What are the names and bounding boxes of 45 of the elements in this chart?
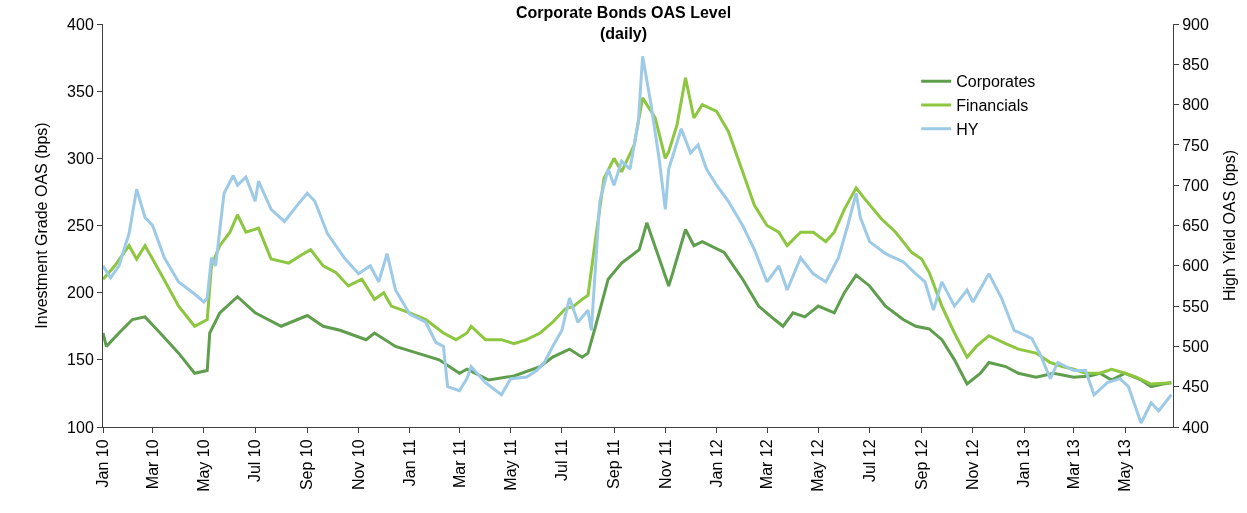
x-tick-label: Mar 11 (450, 439, 468, 489)
y2-tick-label: 700 (1182, 176, 1209, 194)
x-tick-label: May 11 (501, 439, 519, 491)
y-tick-label: 150 (67, 351, 94, 369)
x-tick-label: Sep 10 (298, 439, 316, 491)
x-tick-label: May 12 (809, 439, 827, 492)
x-tick-label: Jan 10 (94, 439, 112, 488)
x-tick-label: Mar 13 (1065, 439, 1083, 490)
x-tick-label: Sep 12 (912, 439, 930, 491)
x-tick-label: Mar 12 (758, 439, 776, 490)
x-tick-label: Jan 11 (400, 439, 418, 487)
y-tick-label: 400 (67, 15, 94, 33)
legend-label: HY (956, 121, 979, 139)
x-tick-label: Mar 10 (143, 439, 161, 490)
x-tick-label: Nov 12 (964, 439, 982, 491)
chart-title: Corporate Bonds OAS Level (daily) (515, 3, 732, 42)
x-tick-label: Jul 12 (860, 439, 878, 483)
x-tick-label: Jul 10 (246, 439, 264, 483)
x-tick-label: Nov 10 (349, 439, 367, 491)
y2-tick-label: 600 (1182, 257, 1209, 275)
legend-label: Corporates (956, 73, 1036, 91)
legend-label: Financials (956, 97, 1029, 115)
y-tick-label: 200 (67, 284, 94, 302)
x-tick-label: May 13 (1116, 439, 1134, 492)
y2-tick-label: 400 (1182, 418, 1209, 436)
x-tick-label: Jan 13 (1015, 439, 1033, 488)
x-tick-label: Jan 12 (707, 439, 725, 488)
y2-tick-label: 450 (1182, 378, 1209, 396)
y2-tick-label: 550 (1182, 297, 1209, 315)
y-tick-label: 350 (67, 82, 94, 100)
y2-axis-title: High Yield OAS (bps) (1220, 149, 1238, 302)
y-tick-label: 100 (67, 418, 94, 436)
x-tick-label: May 10 (195, 439, 213, 492)
y-tick-label: 300 (67, 149, 94, 167)
y2-tick-label: 650 (1182, 217, 1209, 235)
y2-tick-label: 850 (1182, 55, 1209, 73)
y2-tick-label: 500 (1182, 338, 1209, 355)
y2-tick-label: 900 (1182, 15, 1209, 33)
x-tick-label: Sep 11 (605, 439, 623, 489)
x-tick-label: Nov 11 (656, 439, 674, 489)
y2-tick-label: 750 (1182, 136, 1209, 154)
y2-tick-label: 800 (1182, 96, 1209, 114)
y-axis-title: Investment Grade OAS (bps) (33, 122, 50, 329)
x-tick-label: Jul 11 (553, 439, 571, 481)
y-tick-label: 250 (67, 217, 94, 235)
